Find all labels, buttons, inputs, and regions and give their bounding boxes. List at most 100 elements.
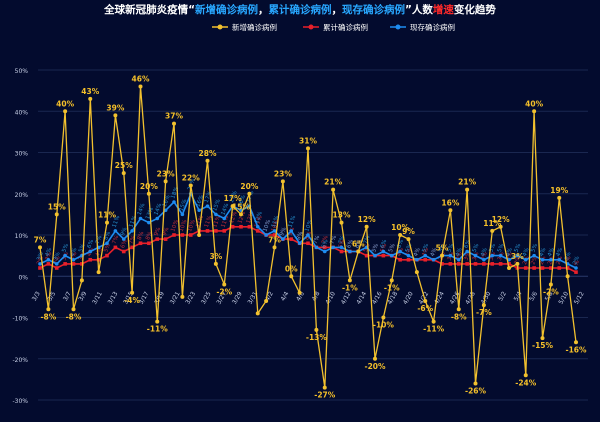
data-label: 16%: [195, 194, 205, 208]
data-point: [38, 262, 42, 266]
data-point: [121, 171, 126, 176]
data-label: 37%: [165, 112, 183, 121]
data-label: 8%: [103, 231, 112, 241]
y-tick-label: -10%: [12, 316, 28, 323]
data-label: 5%: [388, 243, 397, 253]
data-point: [222, 229, 227, 233]
data-label: 10%: [262, 219, 272, 233]
data-point: [322, 249, 327, 254]
data-label: 9%: [279, 227, 288, 237]
data-point: [347, 278, 352, 283]
x-tick-label: 5/12: [573, 290, 586, 305]
data-point: [406, 237, 411, 242]
x-tick-label: 3/25: [200, 290, 213, 305]
data-point: [71, 307, 76, 312]
data-label: 4%: [70, 247, 79, 257]
data-point: [490, 253, 495, 258]
y-tick-label: 40%: [15, 109, 29, 116]
data-label: 8%: [296, 231, 305, 241]
data-label: 3%: [480, 251, 489, 261]
data-label: 3%: [511, 252, 524, 261]
data-label: 11%: [254, 215, 264, 229]
data-point: [214, 229, 218, 233]
data-point: [138, 216, 143, 221]
data-point: [54, 266, 59, 270]
data-label: 21%: [458, 178, 476, 187]
data-label: 4%: [413, 247, 422, 257]
data-label: 4%: [430, 247, 439, 257]
data-label: 4%: [555, 247, 564, 257]
data-label: -20%: [364, 362, 386, 371]
data-point: [389, 278, 394, 283]
data-point: [348, 249, 352, 254]
data-label: 4%: [430, 247, 439, 257]
data-point: [214, 212, 218, 217]
data-point: [339, 249, 344, 254]
data-point: [473, 381, 478, 386]
data-label: 4%: [539, 247, 548, 257]
data-label: 5%: [388, 243, 397, 253]
data-point: [557, 195, 562, 200]
data-point: [71, 257, 76, 262]
x-tick-label: 4/20: [402, 290, 415, 305]
data-point: [255, 311, 260, 316]
data-label: 4%: [95, 247, 104, 257]
data-label: 6%: [354, 239, 363, 249]
data-label: 7%: [128, 235, 137, 245]
data-point: [147, 220, 151, 225]
data-point: [222, 216, 227, 221]
data-label: 12%: [229, 211, 239, 225]
data-label: 4%: [413, 247, 422, 257]
x-tick-label: 4/2: [264, 290, 275, 302]
y-tick-label: 20%: [15, 192, 29, 199]
data-label: 11%: [220, 215, 230, 229]
data-point: [172, 200, 176, 204]
data-point: [138, 241, 143, 246]
x-tick-label: 4/8: [311, 290, 322, 302]
data-label: 9%: [162, 227, 171, 237]
data-label: 6%: [354, 239, 363, 249]
data-point: [549, 257, 553, 262]
data-label: 46%: [132, 75, 150, 84]
data-label: 6%: [352, 240, 365, 249]
data-label: 6%: [463, 239, 472, 249]
data-label: -1%: [384, 283, 400, 292]
data-label: 10%: [187, 219, 197, 233]
data-point: [88, 249, 93, 254]
legend-swatch-marker: [308, 24, 314, 30]
data-label: 1%: [572, 260, 581, 270]
data-label: 25%: [115, 161, 133, 170]
legend-swatch-marker: [395, 24, 401, 30]
data-label: 40%: [525, 99, 543, 108]
data-point: [339, 220, 344, 225]
x-tick-label: 3/7: [62, 290, 73, 302]
data-point: [54, 262, 59, 266]
data-point: [130, 229, 134, 233]
data-label: 2%: [36, 255, 45, 265]
data-point: [306, 146, 310, 151]
data-label: 6%: [396, 239, 405, 249]
data-point: [456, 262, 461, 266]
data-point: [456, 307, 461, 312]
data-point: [440, 253, 444, 258]
data-point: [423, 257, 428, 262]
data-label: 9%: [120, 227, 129, 237]
data-label: 11%: [128, 215, 138, 229]
data-label: 5%: [436, 244, 449, 253]
data-label: 7%: [268, 235, 281, 244]
data-label: 13%: [333, 211, 351, 220]
data-label: -11%: [423, 325, 445, 334]
data-point: [247, 224, 252, 229]
data-label: 12%: [237, 211, 247, 225]
data-label: -7%: [476, 308, 492, 317]
x-tick-label: 4/24: [433, 290, 446, 305]
data-label: 11%: [212, 215, 222, 229]
data-point: [540, 336, 545, 341]
data-point: [213, 261, 218, 266]
data-point: [105, 253, 109, 258]
x-tick-label: 3/9: [77, 290, 88, 302]
data-point: [448, 253, 453, 258]
data-label: 6%: [86, 239, 95, 249]
data-label: 5%: [103, 243, 112, 253]
data-point: [498, 224, 503, 229]
